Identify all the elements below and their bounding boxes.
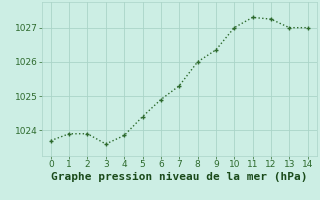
X-axis label: Graphe pression niveau de la mer (hPa): Graphe pression niveau de la mer (hPa) xyxy=(51,172,308,182)
